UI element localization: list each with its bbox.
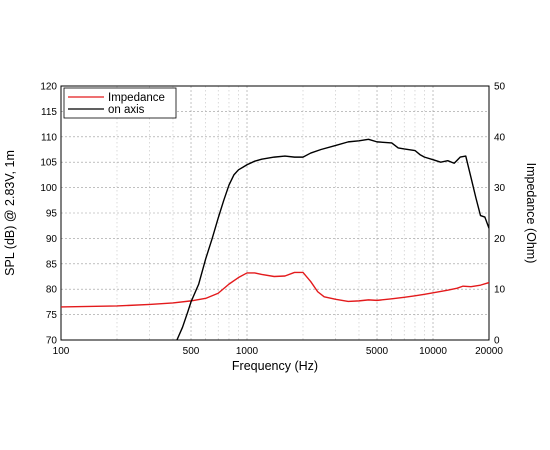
y-right-tick-label: 50 <box>494 82 506 93</box>
y-right-tick-label: 20 <box>494 234 506 245</box>
y-left-tick-label: 95 <box>46 209 58 220</box>
y-left-tick-label: 85 <box>46 259 58 270</box>
series-line-impedance <box>61 271 489 308</box>
y-right-tick-label: 30 <box>494 183 506 194</box>
y-left-tick-label: 70 <box>46 336 58 347</box>
y-right-tick-label: 0 <box>494 336 500 347</box>
x-tick-label: 1000 <box>236 346 259 357</box>
y-left-tick-label: 120 <box>40 82 57 93</box>
series-layer <box>61 138 489 340</box>
legend: Impedance on axis <box>63 87 177 119</box>
x-tick-label: 100 <box>53 346 70 357</box>
y-axis-right-title: Impedance (Ohm) <box>524 163 538 264</box>
y-left-tick-label: 90 <box>46 234 58 245</box>
series-line-on-axis <box>176 138 489 340</box>
legend-label-on-axis: on axis <box>108 104 145 116</box>
x-axis-title: Frequency (Hz) <box>232 359 318 373</box>
x-tick-label: 5000 <box>366 346 389 357</box>
y-left-tick-label: 115 <box>41 107 57 118</box>
legend-label-impedance: Impedance <box>108 92 165 104</box>
y-left-tick-label: 110 <box>41 132 57 143</box>
y-left-tick-label: 100 <box>40 183 57 194</box>
legend-background <box>63 87 177 119</box>
y-right-tick-label: 10 <box>494 285 506 296</box>
plot-frame <box>60 85 490 341</box>
grid-layer <box>61 86 489 340</box>
y-right-tick-label: 40 <box>494 132 506 143</box>
x-tick-label: 500 <box>183 346 200 357</box>
y-left-tick-label: 80 <box>46 285 58 296</box>
y-left-tick-label: 105 <box>40 158 57 169</box>
y-left-tick-label: 75 <box>46 310 58 321</box>
x-tick-label: 10000 <box>419 346 447 357</box>
x-tick-label: 20000 <box>475 346 503 357</box>
axis-labels-layer: 100 500 1000 5000 10000 200007075808590951001… <box>40 82 505 358</box>
y-axis-left-title: SPL (dB) @ 2.83V, 1m <box>3 150 17 276</box>
